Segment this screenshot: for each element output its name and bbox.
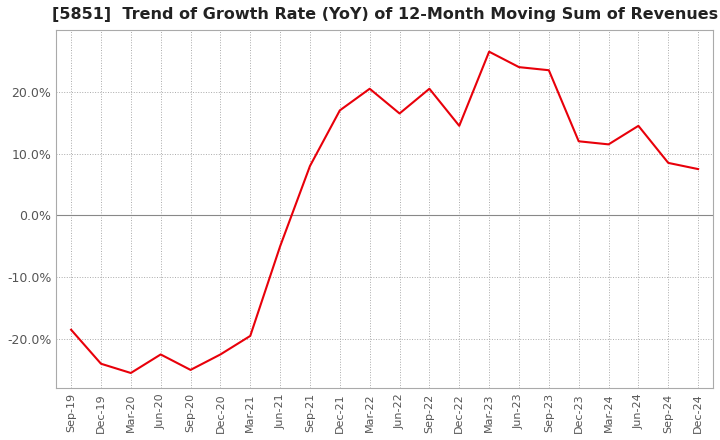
- Title: [5851]  Trend of Growth Rate (YoY) of 12-Month Moving Sum of Revenues: [5851] Trend of Growth Rate (YoY) of 12-…: [52, 7, 718, 22]
